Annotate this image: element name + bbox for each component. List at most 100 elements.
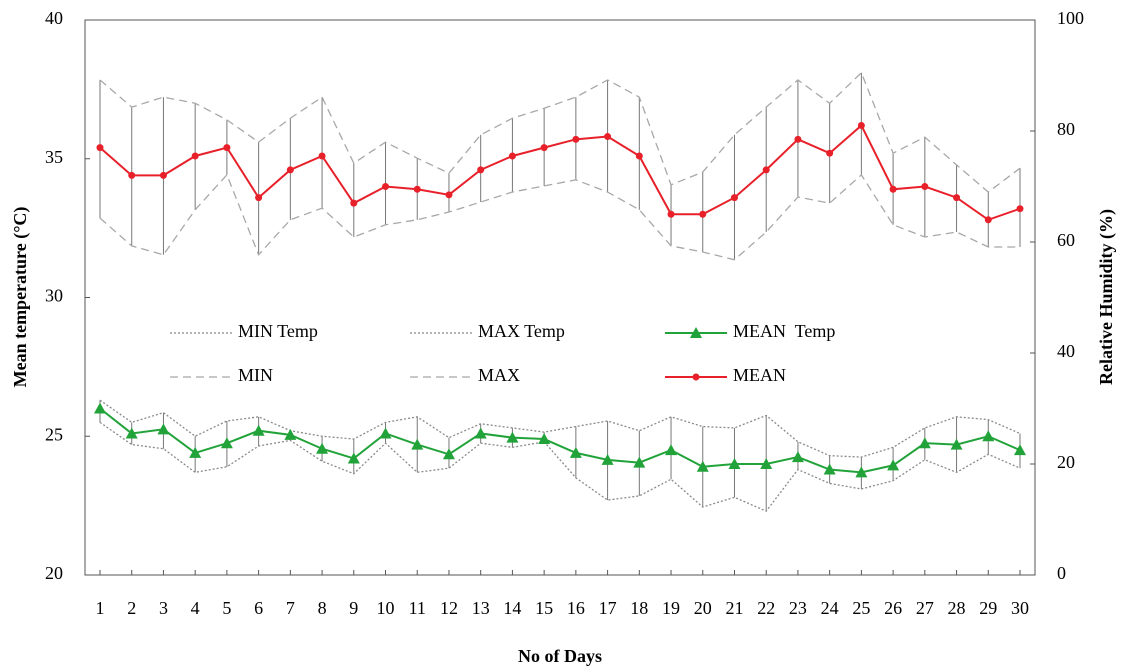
point xyxy=(318,152,326,160)
x-tick-label: 12 xyxy=(440,598,458,618)
series-line xyxy=(99,123,1021,221)
x-tick-label: 20 xyxy=(694,598,712,618)
point xyxy=(220,437,233,449)
x-tick-label: 4 xyxy=(191,598,200,618)
point xyxy=(125,427,138,439)
legend-label: MIN Temp xyxy=(238,321,318,341)
point xyxy=(918,437,931,449)
point xyxy=(538,433,551,445)
x-tick-label: 23 xyxy=(789,598,807,618)
point xyxy=(604,133,612,141)
y-tick-label: 20 xyxy=(45,563,63,583)
x-tick-label: 25 xyxy=(852,598,870,618)
x-tick-label: 22 xyxy=(757,598,775,618)
legend-marker xyxy=(690,327,702,338)
point xyxy=(953,194,961,202)
point xyxy=(857,121,865,129)
legend-label: MAX Temp xyxy=(478,321,565,341)
point xyxy=(252,424,265,436)
point xyxy=(982,430,995,442)
point xyxy=(950,438,963,450)
legend-label: MIN xyxy=(238,365,273,385)
point xyxy=(696,460,709,472)
point xyxy=(728,458,741,469)
y-tick-label: 25 xyxy=(45,424,63,444)
y2-tick-label: 40 xyxy=(1057,341,1075,361)
y2-tick-label: 80 xyxy=(1057,119,1075,139)
point xyxy=(442,448,455,460)
y2-tick-label: 20 xyxy=(1057,452,1075,472)
x-tick-label: 17 xyxy=(599,598,617,618)
point xyxy=(477,166,485,174)
point xyxy=(350,199,358,207)
point xyxy=(159,171,167,179)
x-tick-label: 5 xyxy=(222,598,231,618)
legend-label: MEAN Temp xyxy=(733,321,835,341)
x-tick-label: 10 xyxy=(377,598,395,618)
x-tick-label: 16 xyxy=(567,598,585,618)
x-tick-label: 19 xyxy=(662,598,680,618)
point xyxy=(633,456,646,468)
legend-label: MAX xyxy=(478,365,520,385)
point xyxy=(411,438,424,450)
x-tick-label: 26 xyxy=(884,598,902,618)
y2-tick-label: 0 xyxy=(1057,563,1066,583)
x-tick-label: 28 xyxy=(948,598,966,618)
y-tick-label: 40 xyxy=(45,8,63,28)
point xyxy=(855,466,868,478)
point xyxy=(667,210,675,218)
x-tick-label: 2 xyxy=(127,598,136,618)
x-tick-label: 27 xyxy=(916,598,934,618)
y2-tick-label: 60 xyxy=(1057,230,1075,250)
point xyxy=(1014,444,1026,456)
x-tick-label: 3 xyxy=(159,598,168,618)
point xyxy=(794,135,802,143)
point xyxy=(921,183,929,190)
x-tick-label: 24 xyxy=(821,598,839,618)
point xyxy=(572,135,580,143)
point xyxy=(984,216,992,224)
x-tick-label: 8 xyxy=(318,598,327,618)
series-line xyxy=(99,421,1021,512)
point xyxy=(665,444,678,456)
x-tick-label: 15 xyxy=(535,598,553,618)
x-tick-label: 13 xyxy=(472,598,490,618)
point xyxy=(94,402,106,414)
x-tick-label: 7 xyxy=(286,598,295,618)
point xyxy=(316,442,329,454)
series-line xyxy=(99,399,1021,458)
point xyxy=(540,144,548,152)
point xyxy=(601,453,614,465)
x-tick-label: 30 xyxy=(1011,598,1029,618)
point xyxy=(508,152,516,160)
series-line xyxy=(99,407,1021,474)
y-tick-label: 35 xyxy=(45,147,63,167)
point xyxy=(286,166,294,174)
point xyxy=(760,458,773,469)
point xyxy=(189,446,202,458)
point xyxy=(255,194,263,202)
point xyxy=(157,423,170,435)
point xyxy=(445,191,453,199)
y-tick-label: 30 xyxy=(45,286,63,306)
point xyxy=(379,427,392,439)
point xyxy=(823,463,836,475)
point xyxy=(96,144,104,152)
series-line xyxy=(99,173,1020,261)
y2-tick-label: 100 xyxy=(1057,8,1084,28)
x-tick-label: 14 xyxy=(503,598,521,618)
point xyxy=(635,152,643,160)
point xyxy=(347,452,360,464)
point xyxy=(762,166,770,174)
x-tick-label: 1 xyxy=(96,598,105,618)
point xyxy=(730,194,738,202)
y-axis-title: Mean temperature (°C) xyxy=(10,207,31,388)
point xyxy=(191,152,199,160)
legend-label: MEAN xyxy=(733,365,786,385)
point xyxy=(382,183,390,190)
x-tick-label: 29 xyxy=(979,598,997,618)
point xyxy=(826,149,834,157)
x-tick-label: 21 xyxy=(725,598,743,618)
point xyxy=(506,431,519,443)
point xyxy=(1016,205,1024,213)
